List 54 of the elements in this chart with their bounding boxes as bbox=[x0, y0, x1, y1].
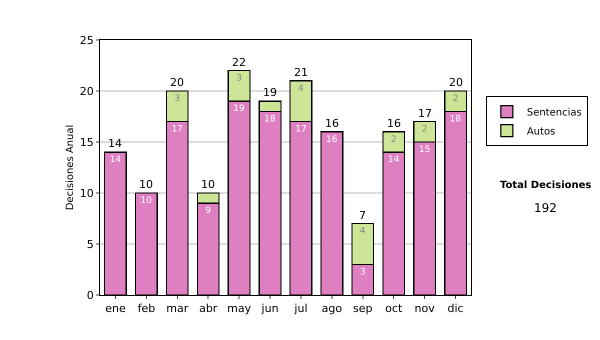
data-label: 3 bbox=[236, 74, 242, 84]
data-label: 15 bbox=[418, 145, 430, 155]
data-label: 3 bbox=[360, 267, 366, 278]
text: Total Decisiones bbox=[500, 180, 592, 191]
y-tick-label: 0 bbox=[86, 288, 94, 302]
y-tick-label: 10 bbox=[80, 186, 94, 200]
total-label: 16 bbox=[325, 117, 339, 130]
total-label: 20 bbox=[170, 76, 184, 89]
data-label: 14 bbox=[110, 155, 122, 166]
data-label: 4 bbox=[360, 226, 366, 237]
data-label: 17 bbox=[172, 124, 184, 135]
y-tick-label: 15 bbox=[80, 136, 94, 149]
data-label: 18 bbox=[264, 114, 276, 124]
legend-label: Autos bbox=[526, 126, 556, 138]
y-axis-title: Decisiones Anual bbox=[64, 124, 76, 210]
x-tick-label: feb bbox=[138, 302, 156, 316]
data-label: 9 bbox=[205, 206, 212, 216]
data-label: 18 bbox=[450, 114, 462, 124]
total-label: 22 bbox=[232, 56, 246, 69]
y-tick-label: 20 bbox=[80, 84, 94, 98]
data-label: 17 bbox=[295, 124, 307, 135]
legend-label: Sentencias bbox=[526, 108, 582, 118]
x-tick-label: ene bbox=[105, 302, 126, 316]
x-tick-label: oct bbox=[385, 302, 403, 316]
total-label: 21 bbox=[294, 66, 308, 79]
x-tick-label: dic bbox=[447, 302, 464, 316]
x-tick-label: ago bbox=[322, 302, 342, 316]
total-label: 10 bbox=[139, 178, 153, 191]
total-label: 10 bbox=[201, 178, 215, 191]
y-tick-label: 25 bbox=[80, 34, 94, 47]
total-label: 16 bbox=[387, 117, 401, 130]
total-label: 14 bbox=[108, 137, 122, 150]
data-label: 4 bbox=[298, 84, 304, 94]
x-tick-label: sep bbox=[353, 302, 373, 316]
data-label: 16 bbox=[326, 134, 338, 145]
x-tick-label: jul bbox=[293, 302, 308, 316]
x-tick-label: jun bbox=[260, 302, 279, 316]
total-label: 20 bbox=[449, 76, 463, 89]
total-label: 17 bbox=[418, 107, 432, 120]
x-tick-label: mar bbox=[166, 302, 189, 316]
data-label: 14 bbox=[388, 155, 400, 166]
data-label: 2 bbox=[422, 124, 428, 135]
x-tick-label: may bbox=[227, 302, 252, 316]
x-tick-label: abr bbox=[199, 302, 218, 316]
data-label: 19 bbox=[233, 104, 245, 114]
data-label: 2 bbox=[452, 94, 458, 104]
total-label: 19 bbox=[263, 86, 277, 99]
y-tick-label: 5 bbox=[86, 238, 94, 251]
total-label: 7 bbox=[359, 209, 366, 222]
data-label: 2 bbox=[390, 134, 397, 145]
data-label: 10 bbox=[140, 196, 152, 206]
x-tick-label: nov bbox=[414, 302, 436, 316]
text: 192 bbox=[534, 201, 557, 215]
data-label: 3 bbox=[174, 94, 180, 104]
